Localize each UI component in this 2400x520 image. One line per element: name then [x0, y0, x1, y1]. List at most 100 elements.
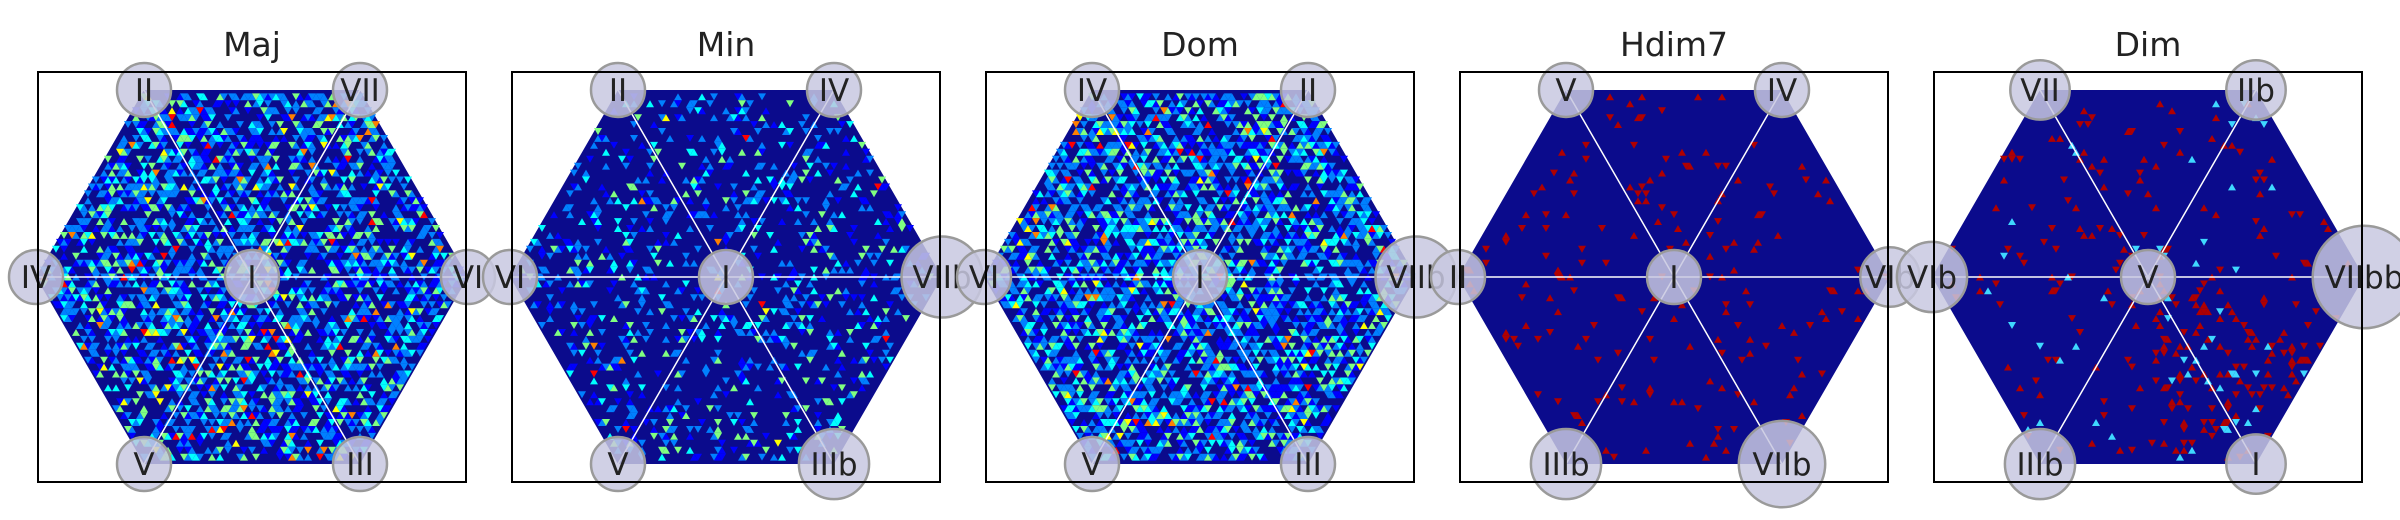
- heat-cell: [1332, 190, 1340, 198]
- heat-cell: [694, 183, 702, 191]
- heat-cell: [84, 259, 92, 267]
- heat-cell: [248, 204, 256, 212]
- heat-cell: [276, 370, 284, 378]
- heat-cell: [1344, 266, 1352, 274]
- heat-cell: [746, 100, 754, 108]
- heat-cell: [432, 308, 440, 316]
- heat-cell: [858, 197, 866, 205]
- chord-node-circle: [331, 61, 389, 119]
- heat-cell: [376, 218, 384, 225]
- heat-cell: [1096, 162, 1104, 170]
- heat-cell: [1192, 315, 1200, 322]
- heat-cell: [340, 329, 348, 336]
- heat-cell: [316, 398, 324, 406]
- heat-cell: [1000, 294, 1008, 302]
- heat-cell: [1156, 114, 1164, 122]
- heat-cell: [292, 121, 300, 128]
- heat-cell: [1172, 225, 1180, 232]
- heat-cell: [694, 287, 702, 295]
- heat-cell: [1076, 266, 1084, 274]
- heat-cell: [1292, 128, 1300, 135]
- heat-cell: [1048, 225, 1056, 232]
- heat-cell: [252, 453, 260, 461]
- heat-cell: [1096, 232, 1104, 239]
- heat-cell: [614, 426, 622, 433]
- heat-cell: [360, 412, 368, 419]
- heat-cell: [288, 294, 296, 302]
- heat-cell: [244, 377, 252, 385]
- heat-cell: [308, 363, 316, 371]
- heat-cell: [432, 259, 440, 267]
- heat-cell: [1324, 141, 1332, 149]
- heat-cell: [360, 121, 368, 128]
- heat-cell: [300, 218, 308, 225]
- heat-cell: [1320, 169, 1328, 177]
- heat-cell: [76, 342, 84, 350]
- heat-cell: [104, 287, 112, 295]
- heat-cell: [260, 238, 268, 246]
- heat-cell: [1236, 218, 1244, 225]
- heat-cell: [1276, 294, 1284, 302]
- heat-cell: [754, 384, 762, 392]
- heat-cell: [786, 301, 794, 309]
- heat-cell: [272, 335, 280, 343]
- heat-cell: [192, 391, 200, 399]
- heat-cell: [1244, 218, 1252, 225]
- heat-cell: [1276, 190, 1284, 198]
- heat-cell: [1244, 169, 1252, 177]
- heat-cell: [180, 426, 188, 433]
- heat-cell: [1188, 315, 1196, 322]
- heat-cell: [1140, 308, 1148, 316]
- heat-cell: [232, 405, 240, 413]
- heat-cell: [1276, 280, 1284, 288]
- heat-cell: [1044, 190, 1052, 198]
- heat-cell: [364, 342, 372, 350]
- heat-cell: [268, 432, 276, 440]
- heat-cell: [84, 322, 92, 329]
- heat-cell: [360, 197, 368, 205]
- heat-cell: [208, 384, 216, 392]
- heat-cell: [380, 322, 388, 329]
- heat-cell: [1104, 245, 1112, 253]
- heat-cell: [340, 363, 348, 371]
- heat-cell: [742, 322, 750, 329]
- heat-cell: [196, 315, 204, 322]
- heat-cell: [272, 398, 280, 406]
- heat-cell: [420, 225, 428, 232]
- heat-cell: [180, 135, 188, 142]
- heat-cell: [1368, 259, 1376, 267]
- heat-cell: [368, 128, 376, 135]
- heat-cell: [320, 294, 328, 302]
- heat-cell: [730, 197, 738, 205]
- heat-cell: [682, 412, 690, 419]
- heat-cell: [1292, 301, 1300, 309]
- heat-cell: [216, 169, 224, 177]
- heat-cell: [148, 287, 156, 295]
- heat-cell: [1296, 155, 1304, 163]
- heat-cell: [1300, 232, 1308, 239]
- heat-cell: [1328, 301, 1336, 309]
- heat-cell: [220, 398, 228, 406]
- heat-cell: [814, 169, 822, 177]
- heat-cell: [284, 100, 292, 108]
- heat-cell: [100, 363, 108, 371]
- heat-cell: [770, 335, 778, 343]
- heat-cell: [396, 315, 404, 322]
- heat-cell: [1332, 204, 1340, 212]
- heat-cell: [196, 266, 204, 274]
- heat-cell: [428, 232, 436, 239]
- heat-cell: [276, 176, 284, 184]
- heat-cell: [1312, 155, 1320, 163]
- heat-cell: [336, 287, 344, 295]
- heat-cell: [1356, 308, 1364, 316]
- heat-cell: [1304, 238, 1312, 246]
- heat-cell: [1300, 162, 1308, 170]
- heat-cell: [750, 197, 758, 205]
- heat-cell: [642, 335, 650, 343]
- heat-cell: [1216, 148, 1224, 156]
- heat-cell: [88, 342, 96, 350]
- heat-cell: [1160, 183, 1168, 191]
- heat-cell: [722, 232, 730, 239]
- heat-cell: [738, 377, 746, 385]
